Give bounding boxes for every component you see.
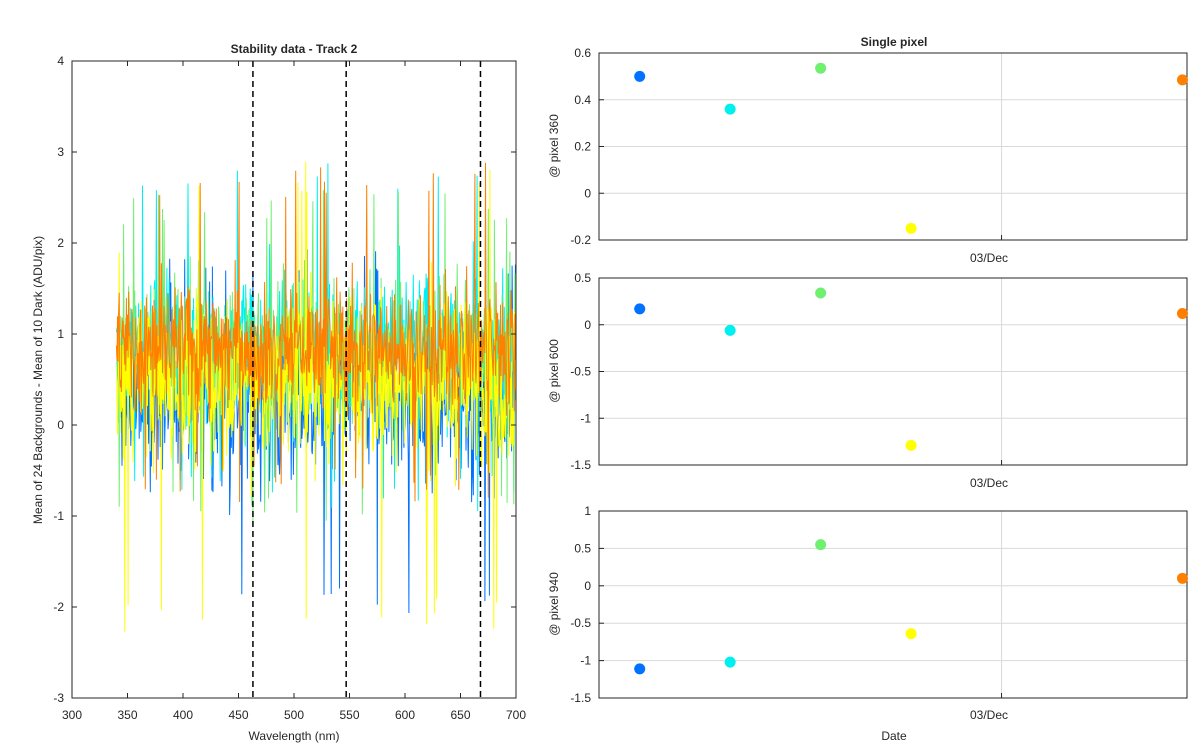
pixel-600-y-tick-label: -0.5 — [570, 365, 591, 379]
y-tick-label: 4 — [57, 54, 64, 68]
x-tick-label: 450 — [228, 708, 248, 722]
pixel-360-y-tick-label: 0.4 — [574, 93, 591, 107]
y-tick-label: -1 — [53, 509, 64, 523]
single-pixel-title: Single pixel — [861, 35, 928, 49]
stability-y-axis-label: Mean of 24 Backgrounds - Mean of 10 Dark… — [31, 236, 45, 524]
pixel-600-date-tick: 03/Dec — [970, 476, 1008, 490]
pixel-600-point-1 — [634, 303, 646, 315]
pixel-360-point-3 — [815, 62, 827, 74]
pixel-360-date-tick: 03/Dec — [970, 251, 1008, 265]
pixel-940-point-2 — [724, 656, 736, 668]
x-tick-label: 500 — [284, 708, 304, 722]
pixel-360-point-4 — [905, 222, 917, 234]
pixel-940-point-4 — [905, 628, 917, 640]
pixel-360-y-tick-label: 0 — [584, 186, 591, 200]
pixel-940-y-tick-label: -1.5 — [570, 691, 591, 705]
pixel-360-y-tick-label: -0.2 — [570, 233, 591, 247]
y-tick-label: 1 — [57, 327, 64, 341]
pixel-600-panel: @ pixel 600 03/Dec -1.5 -1 -0.5 0 0.5 — [547, 271, 1188, 490]
x-tick-label: 400 — [173, 708, 193, 722]
pixel-940-y-axis-label: @ pixel 940 — [547, 572, 561, 636]
x-tick-label: 650 — [450, 708, 470, 722]
pixel-940-y-tick-label: 1 — [584, 504, 591, 518]
x-tick-label: 550 — [339, 708, 359, 722]
pixel-940-point-1 — [634, 663, 646, 675]
stability-x-ticks: 300 350 400 450 500 550 600 650 700 — [62, 61, 526, 722]
pixel-940-y-tick-label: -1 — [580, 654, 591, 668]
pixel-940-y-tick-label: -0.5 — [570, 616, 591, 630]
pixel-600-point-4 — [905, 439, 917, 451]
pixel-360-point-2 — [724, 103, 736, 115]
date-x-axis-label: Date — [881, 729, 907, 743]
pixel-600-y-axis-label: @ pixel 600 — [547, 339, 561, 403]
pixel-940-point-5 — [1176, 572, 1188, 584]
pixel-600-y-tick-label: 0 — [584, 318, 591, 332]
pixel-600-point-5 — [1176, 308, 1188, 320]
y-tick-label: 3 — [57, 145, 64, 159]
pixel-940-y-tick-label: 0 — [584, 579, 591, 593]
stability-y-ticks: -3 -2 -1 0 1 2 3 4 — [53, 54, 516, 705]
stability-series-group — [115, 161, 517, 632]
pixel-360-y-axis-label: @ pixel 360 — [547, 114, 561, 178]
pixel-360-y-tick-label: 0.2 — [574, 140, 591, 154]
pixel-360-point-5 — [1176, 74, 1188, 86]
pixel-940-panel: @ pixel 940 03/Dec Date -1.5 -1 -0.5 0 0.5 1 — [547, 504, 1188, 743]
y-tick-label: 0 — [57, 418, 64, 432]
y-tick-label: 2 — [57, 236, 64, 250]
stability-series-5 — [115, 162, 517, 503]
y-tick-label: -3 — [53, 691, 64, 705]
pixel-600-y-tick-label: -1 — [580, 411, 591, 425]
stability-series-4 — [115, 161, 517, 632]
pixel-360-panel: @ pixel 360 03/Dec -0.2 0 0.2 0.4 0.6 — [547, 46, 1188, 265]
x-tick-label: 600 — [395, 708, 415, 722]
pixel-940-frame — [598, 510, 1188, 699]
pixel-600-y-tick-label: 0.5 — [574, 271, 591, 285]
stability-chart: Stability data - Track 2 300 350 400 450 500… — [31, 42, 526, 743]
y-tick-label: -2 — [53, 600, 64, 614]
pixel-600-point-2 — [724, 324, 736, 336]
x-tick-label: 700 — [506, 708, 526, 722]
pixel-360-point-1 — [634, 70, 646, 82]
stability-x-axis-label: Wavelength (nm) — [249, 729, 340, 743]
x-tick-label: 300 — [62, 708, 82, 722]
x-tick-label: 350 — [117, 708, 137, 722]
pixel-600-point-3 — [815, 287, 827, 299]
dashed-marker-lines — [252, 61, 482, 698]
pixel-940-date-tick: 03/Dec — [970, 708, 1008, 722]
pixel-600-y-tick-label: -1.5 — [570, 458, 591, 472]
stability-chart-title: Stability data - Track 2 — [231, 42, 358, 56]
pixel-360-y-tick-label: 0.6 — [574, 46, 591, 60]
pixel-940-y-tick-label: 0.5 — [574, 541, 591, 555]
pixel-940-point-3 — [815, 539, 827, 551]
